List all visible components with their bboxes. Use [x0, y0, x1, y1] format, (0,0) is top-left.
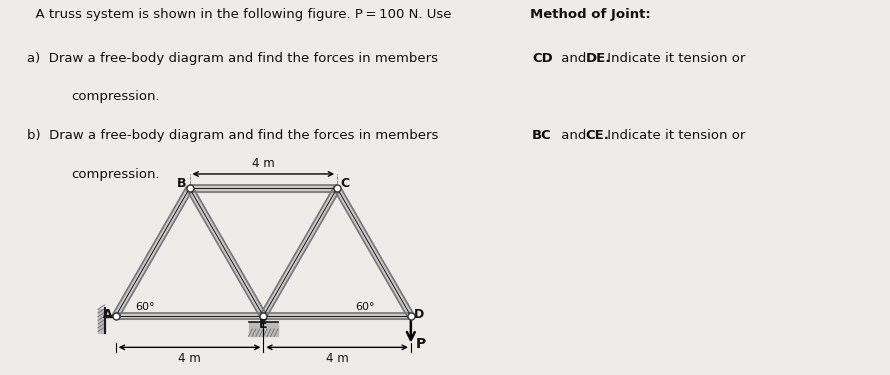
Text: 4 m: 4 m: [178, 352, 201, 365]
Text: 60°: 60°: [355, 302, 375, 312]
Polygon shape: [335, 186, 414, 318]
Text: 4 m: 4 m: [326, 352, 349, 365]
Polygon shape: [116, 313, 263, 319]
Polygon shape: [261, 186, 340, 318]
Text: compression.: compression.: [71, 168, 160, 181]
Text: E: E: [259, 318, 268, 331]
Text: compression.: compression.: [71, 90, 160, 103]
Text: Method of Joint:: Method of Joint:: [530, 8, 651, 21]
Polygon shape: [113, 186, 192, 318]
Text: b)  Draw a free-body diagram and find the forces in members: b) Draw a free-body diagram and find the…: [27, 129, 442, 142]
Text: A truss system is shown in the following figure. P = 100 N. Use: A truss system is shown in the following…: [27, 8, 456, 21]
Polygon shape: [190, 185, 337, 192]
Text: CE.: CE.: [586, 129, 610, 142]
Text: B: B: [177, 177, 186, 190]
Text: BC: BC: [532, 129, 552, 142]
Text: C: C: [340, 177, 349, 190]
Text: Indicate it tension or: Indicate it tension or: [603, 52, 746, 64]
Text: a)  Draw a free-body diagram and find the forces in members: a) Draw a free-body diagram and find the…: [27, 52, 442, 64]
Text: and: and: [557, 52, 591, 64]
Text: and: and: [557, 129, 591, 142]
Text: 4 m: 4 m: [252, 156, 275, 170]
Polygon shape: [187, 186, 266, 318]
Text: P: P: [416, 337, 425, 351]
Text: Indicate it tension or: Indicate it tension or: [603, 129, 746, 142]
Text: D: D: [414, 308, 425, 321]
Polygon shape: [263, 313, 411, 319]
Text: CD: CD: [532, 52, 553, 64]
Text: DE.: DE.: [586, 52, 611, 64]
Bar: [98, 309, 105, 333]
Text: A: A: [103, 308, 112, 321]
Text: 60°: 60°: [135, 302, 155, 312]
Bar: [248, 322, 278, 336]
